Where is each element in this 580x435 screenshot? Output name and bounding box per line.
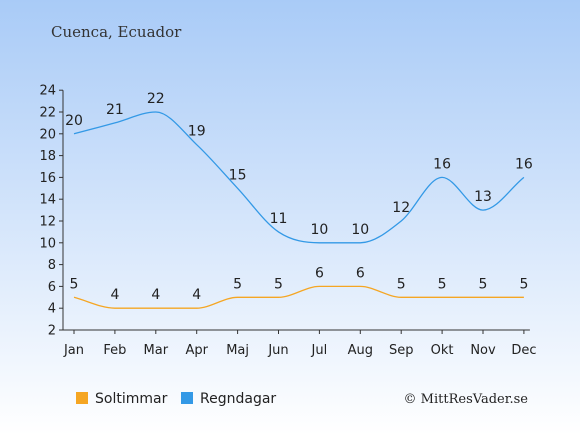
data-point-soltimmar [72,296,75,299]
data-label-soltimmar: 5 [233,276,242,292]
x-tick-label: Feb [103,343,126,358]
credit-text: © MittResVader.se [404,392,529,407]
data-point-regndagar [522,176,525,179]
x-tick-label: Nov [470,343,496,358]
legend-swatch-regndagar [181,392,193,404]
y-tick-label: 8 [48,258,56,273]
data-point-soltimmar [277,296,280,299]
data-point-soltimmar [154,307,157,310]
x-tick-label: Apr [185,343,208,358]
data-label-soltimmar: 5 [438,276,447,292]
data-label-regndagar: 12 [392,200,410,216]
data-point-soltimmar [195,307,198,310]
data-point-regndagar [441,176,444,179]
data-label-regndagar: 22 [147,91,165,107]
data-point-soltimmar [318,285,321,288]
data-point-regndagar [359,241,362,244]
data-point-regndagar [400,219,403,222]
data-label-soltimmar: 4 [110,287,119,303]
data-label-regndagar: 21 [106,102,124,118]
data-label-regndagar: 10 [351,222,369,238]
y-tick-label: 20 [39,127,56,142]
data-label-regndagar: 15 [229,167,247,183]
x-tick-label: Jun [267,343,288,358]
data-label-soltimmar: 5 [397,276,406,292]
y-tick-label: 14 [39,193,56,208]
x-tick-label: Dec [511,343,536,358]
x-tick-label: Mar [144,343,169,358]
data-label-regndagar: 11 [270,211,288,227]
y-tick-label: 12 [39,215,56,230]
legend-swatch-soltimmar [76,392,88,404]
y-tick-label: 4 [48,302,56,317]
y-tick-label: 16 [39,171,56,186]
y-tick-label: 6 [48,280,56,295]
data-point-soltimmar [236,296,239,299]
data-point-regndagar [277,230,280,233]
data-point-soltimmar [400,296,403,299]
legend-label-soltimmar: Soltimmar [95,391,168,407]
data-point-regndagar [318,241,321,244]
data-point-regndagar [195,143,198,146]
data-label-soltimmar: 5 [479,276,488,292]
series-line-soltimmar [73,285,524,309]
data-point-soltimmar [441,296,444,299]
data-label-soltimmar: 5 [519,276,528,292]
legend-label-regndagar: Regndagar [200,391,276,407]
series-line-regndagar [73,111,525,244]
data-label-regndagar: 16 [433,156,451,172]
y-tick-label: 2 [48,324,56,339]
y-tick-label: 18 [39,149,56,164]
y-tick-label: 24 [39,84,56,99]
data-label-soltimmar: 6 [356,265,365,281]
data-label-soltimmar: 5 [274,276,283,292]
data-label-regndagar: 19 [188,124,206,140]
data-point-soltimmar [522,296,525,299]
data-labels: 5 4 4 4 5 5 6 6 5 5 5 5 20 21 22 19 15 11 10 10 12 16 13 16 [65,91,533,303]
data-point-soltimmar [481,296,484,299]
x-tick-label: Sep [389,343,414,358]
x-tick-label: Jul [311,343,328,358]
data-point-regndagar [236,187,239,190]
x-tick-label: Okt [431,343,454,358]
data-label-soltimmar: 5 [70,276,79,292]
chart-title: Cuenca, Ecuador [51,23,182,41]
data-label-regndagar: 10 [310,222,328,238]
data-label-soltimmar: 6 [315,265,324,281]
data-point-regndagar [154,110,157,113]
data-label-soltimmar: 4 [192,287,201,303]
y-tick-label: 22 [39,106,56,121]
data-point-regndagar [113,121,116,124]
legend: Soltimmar Regndagar [76,391,276,407]
x-tick-label: Jan [63,343,84,358]
data-label-regndagar: 13 [474,189,492,205]
data-label-soltimmar: 4 [151,287,160,303]
data-point-soltimmar [113,307,116,310]
y-tick-label: 10 [39,236,56,251]
x-tick-label: Aug [348,343,373,358]
data-label-regndagar: 20 [65,113,83,129]
x-tick-label: Maj [226,343,249,358]
data-point-soltimmar [359,285,362,288]
series-layer [72,110,525,310]
data-point-regndagar [72,132,75,135]
data-point-regndagar [481,209,484,212]
data-label-regndagar: 16 [515,156,533,172]
